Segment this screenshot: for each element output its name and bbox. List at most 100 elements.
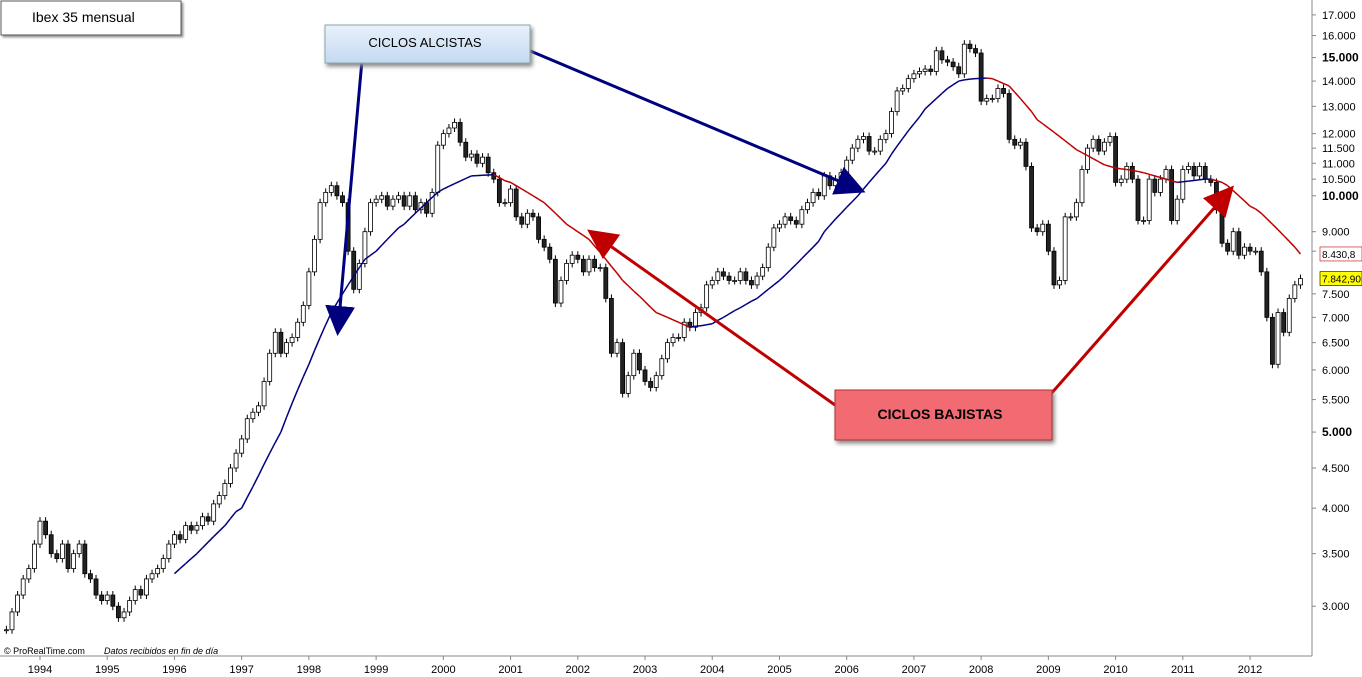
- candle: [1001, 88, 1006, 94]
- candle: [530, 212, 536, 218]
- candle: [928, 68, 934, 72]
- moving-average: [890, 145, 898, 155]
- price-tag-label: 7.842,90: [1322, 275, 1361, 286]
- moving-average: [762, 288, 769, 295]
- arrow: [1048, 185, 1234, 396]
- plot-area: [3, 40, 1303, 634]
- candle: [183, 525, 189, 540]
- candle: [256, 405, 261, 413]
- candle: [961, 43, 967, 75]
- moving-average: [341, 284, 349, 295]
- moving-average: [790, 263, 797, 271]
- candle: [973, 48, 978, 54]
- moving-average: [1076, 148, 1083, 154]
- annotation-box: [324, 24, 531, 64]
- candle: [71, 553, 77, 569]
- candle: [1191, 165, 1197, 177]
- candle: [704, 284, 710, 309]
- candle: [648, 381, 654, 388]
- y-tick-label: 10.000: [1322, 189, 1359, 203]
- y-tick-label: 4.000: [1322, 503, 1350, 515]
- candle: [88, 573, 93, 580]
- moving-average: [1154, 175, 1161, 179]
- candle: [1045, 223, 1051, 252]
- moving-average: [1042, 123, 1049, 129]
- moving-average: [1188, 179, 1195, 182]
- candle: [155, 568, 161, 575]
- moving-average: [313, 337, 321, 351]
- candle: [524, 212, 530, 225]
- candle: [284, 342, 289, 354]
- candle: [945, 59, 950, 63]
- candle: [592, 258, 597, 269]
- candle: [631, 352, 637, 377]
- moving-average: [778, 274, 786, 282]
- moving-average: [661, 314, 668, 319]
- x-tick-label: 1999: [364, 664, 388, 676]
- candle: [872, 150, 878, 153]
- candle: [575, 254, 581, 260]
- candle: [15, 594, 20, 613]
- candle: [889, 111, 894, 135]
- candle: [384, 195, 390, 207]
- candle: [1242, 246, 1247, 256]
- x-tick-label: 1997: [229, 664, 253, 676]
- moving-average: [173, 568, 181, 575]
- moving-average: [952, 80, 960, 86]
- y-tick-label: 11.500: [1322, 143, 1355, 155]
- moving-average: [650, 306, 657, 314]
- moving-average: [851, 195, 859, 203]
- candle: [412, 195, 418, 211]
- moving-average: [241, 496, 248, 509]
- moving-average: [616, 272, 624, 281]
- candle: [558, 280, 564, 304]
- candle: [144, 578, 149, 596]
- moving-average: [1277, 229, 1285, 237]
- candle: [463, 141, 469, 158]
- moving-average: [263, 452, 271, 465]
- candle: [519, 216, 525, 225]
- moving-average: [840, 206, 848, 214]
- footer: Datos recibidos en fin de día: [104, 646, 218, 656]
- moving-average: [1081, 151, 1088, 157]
- candle: [200, 516, 205, 527]
- candle: [933, 50, 939, 72]
- moving-average: [1283, 234, 1290, 242]
- candle: [995, 88, 1001, 99]
- moving-average: [667, 316, 674, 321]
- y-tick-label: 17.000: [1322, 10, 1356, 22]
- moving-average: [1121, 168, 1127, 171]
- candle: [323, 191, 329, 204]
- moving-average: [907, 123, 915, 132]
- moving-average: [235, 507, 243, 513]
- moving-average: [274, 431, 282, 443]
- moving-average: [1137, 170, 1144, 174]
- moving-average: [751, 297, 758, 302]
- moving-average: [1053, 131, 1061, 138]
- candle: [362, 231, 368, 264]
- moving-average: [229, 511, 237, 519]
- moving-average: [627, 285, 635, 292]
- moving-average: [426, 196, 433, 204]
- candle: [1057, 280, 1062, 286]
- candle: [939, 50, 945, 61]
- candle: [1163, 169, 1169, 180]
- moving-average: [246, 486, 254, 498]
- candle: [1174, 198, 1180, 221]
- moving-average: [403, 218, 411, 225]
- candle: [3, 629, 9, 632]
- moving-average: [1182, 180, 1189, 183]
- candle: [726, 275, 732, 281]
- annotation-box: [834, 389, 1053, 441]
- moving-average: [1115, 167, 1122, 170]
- moving-average: [1126, 168, 1133, 172]
- candle: [1085, 147, 1090, 170]
- candle: [1040, 223, 1046, 233]
- candle: [379, 195, 385, 200]
- candle: [261, 381, 267, 407]
- moving-average: [515, 185, 523, 190]
- candle: [597, 267, 603, 270]
- y-tick-label: 7.500: [1322, 289, 1350, 301]
- candle: [894, 90, 900, 113]
